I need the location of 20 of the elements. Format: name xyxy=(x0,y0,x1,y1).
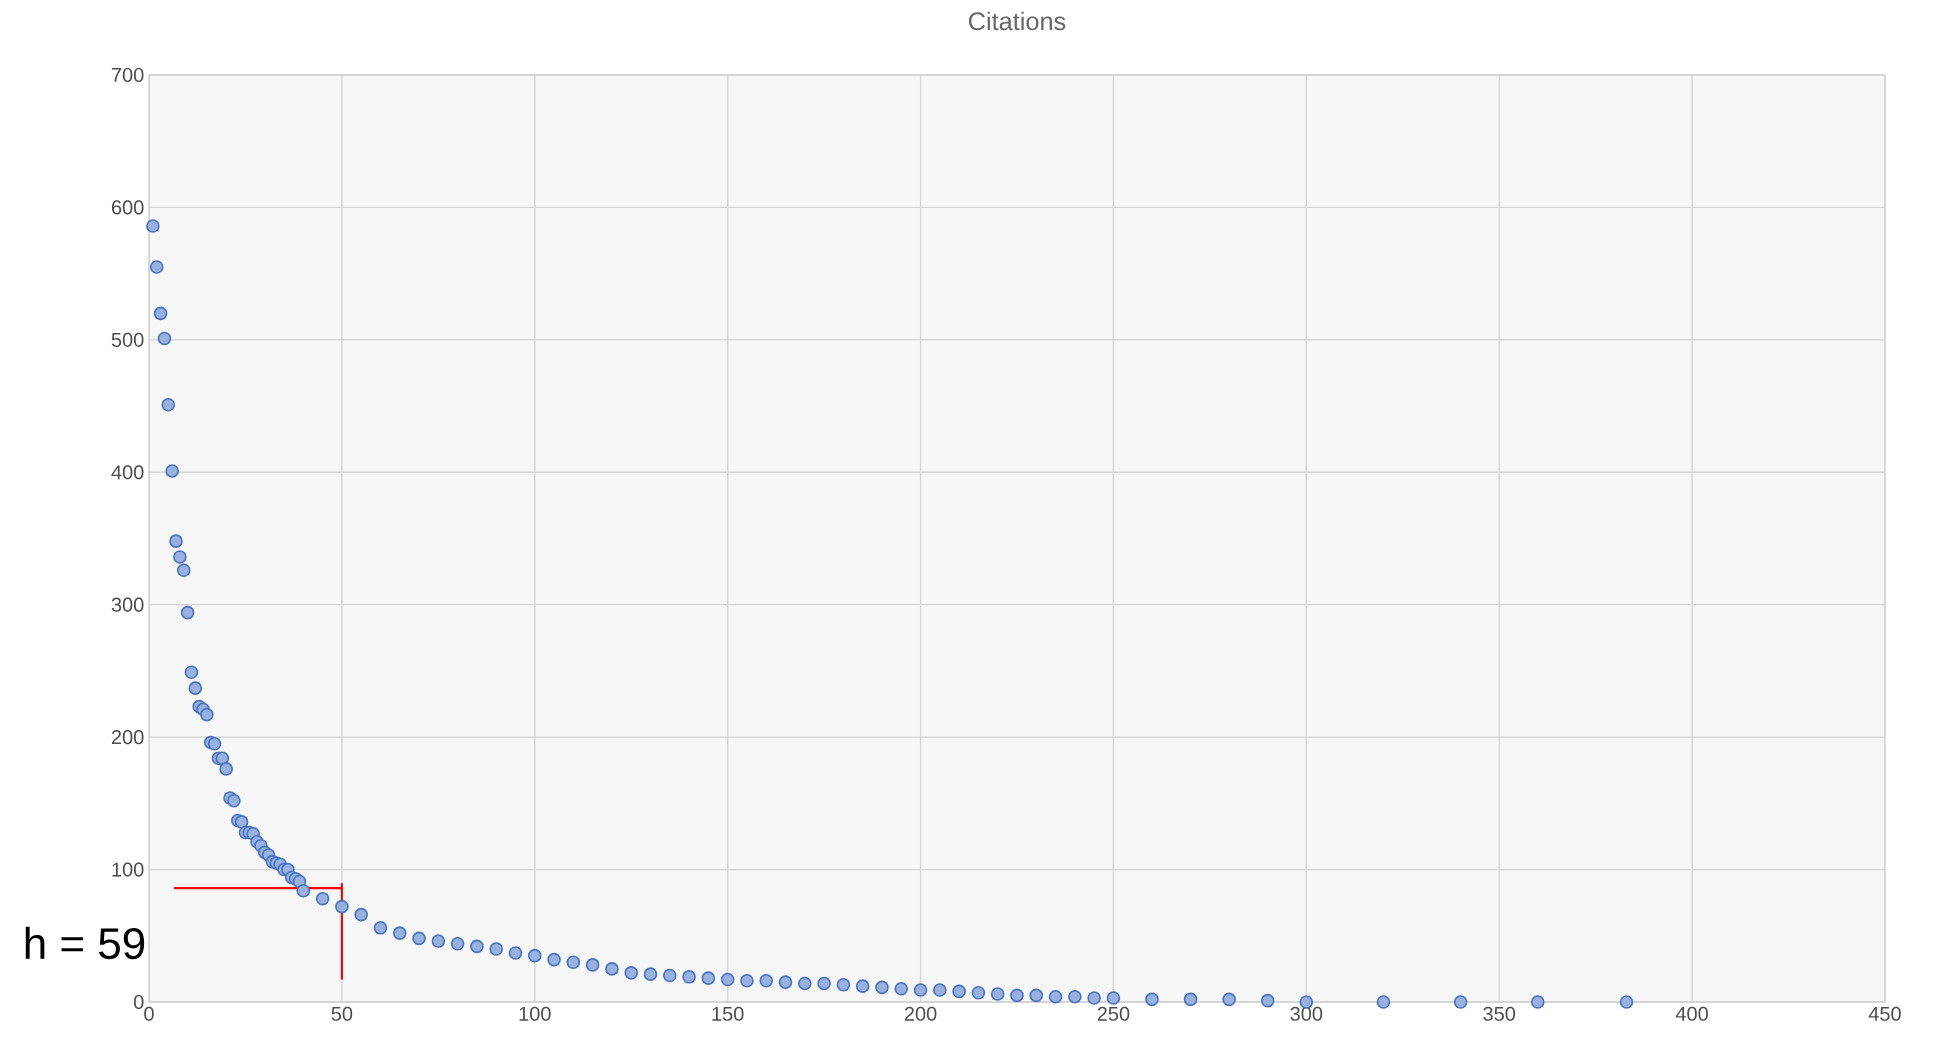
y-tick-label: 600 xyxy=(111,200,144,215)
chart-title: Citations xyxy=(968,11,1066,31)
text: h = 59 xyxy=(25,926,145,960)
x-tick-label: 250 xyxy=(1097,1006,1130,1021)
y-tick-label: 300 xyxy=(111,597,144,612)
y-tick-label: 500 xyxy=(111,332,144,347)
x-tick-label: 300 xyxy=(1290,1006,1323,1021)
x-tick-label: 400 xyxy=(1675,1006,1708,1021)
x-tick-label: 0 xyxy=(144,1006,154,1021)
y-tick-label: 700 xyxy=(111,67,144,83)
y-tick-label: 100 xyxy=(112,862,144,877)
x-tick-label: 100 xyxy=(519,1006,551,1021)
x-tick-label: 150 xyxy=(712,1006,744,1021)
y-tick-label: 400 xyxy=(111,465,144,480)
x-tick-label: 350 xyxy=(1483,1006,1516,1021)
x-tick-label: 200 xyxy=(904,1006,937,1021)
y-tick-label: 200 xyxy=(111,730,144,745)
x-tick-label: 450 xyxy=(1868,1006,1901,1021)
y-tick-label: 0 xyxy=(133,994,144,1010)
x-tick-label: 50 xyxy=(331,1006,353,1021)
